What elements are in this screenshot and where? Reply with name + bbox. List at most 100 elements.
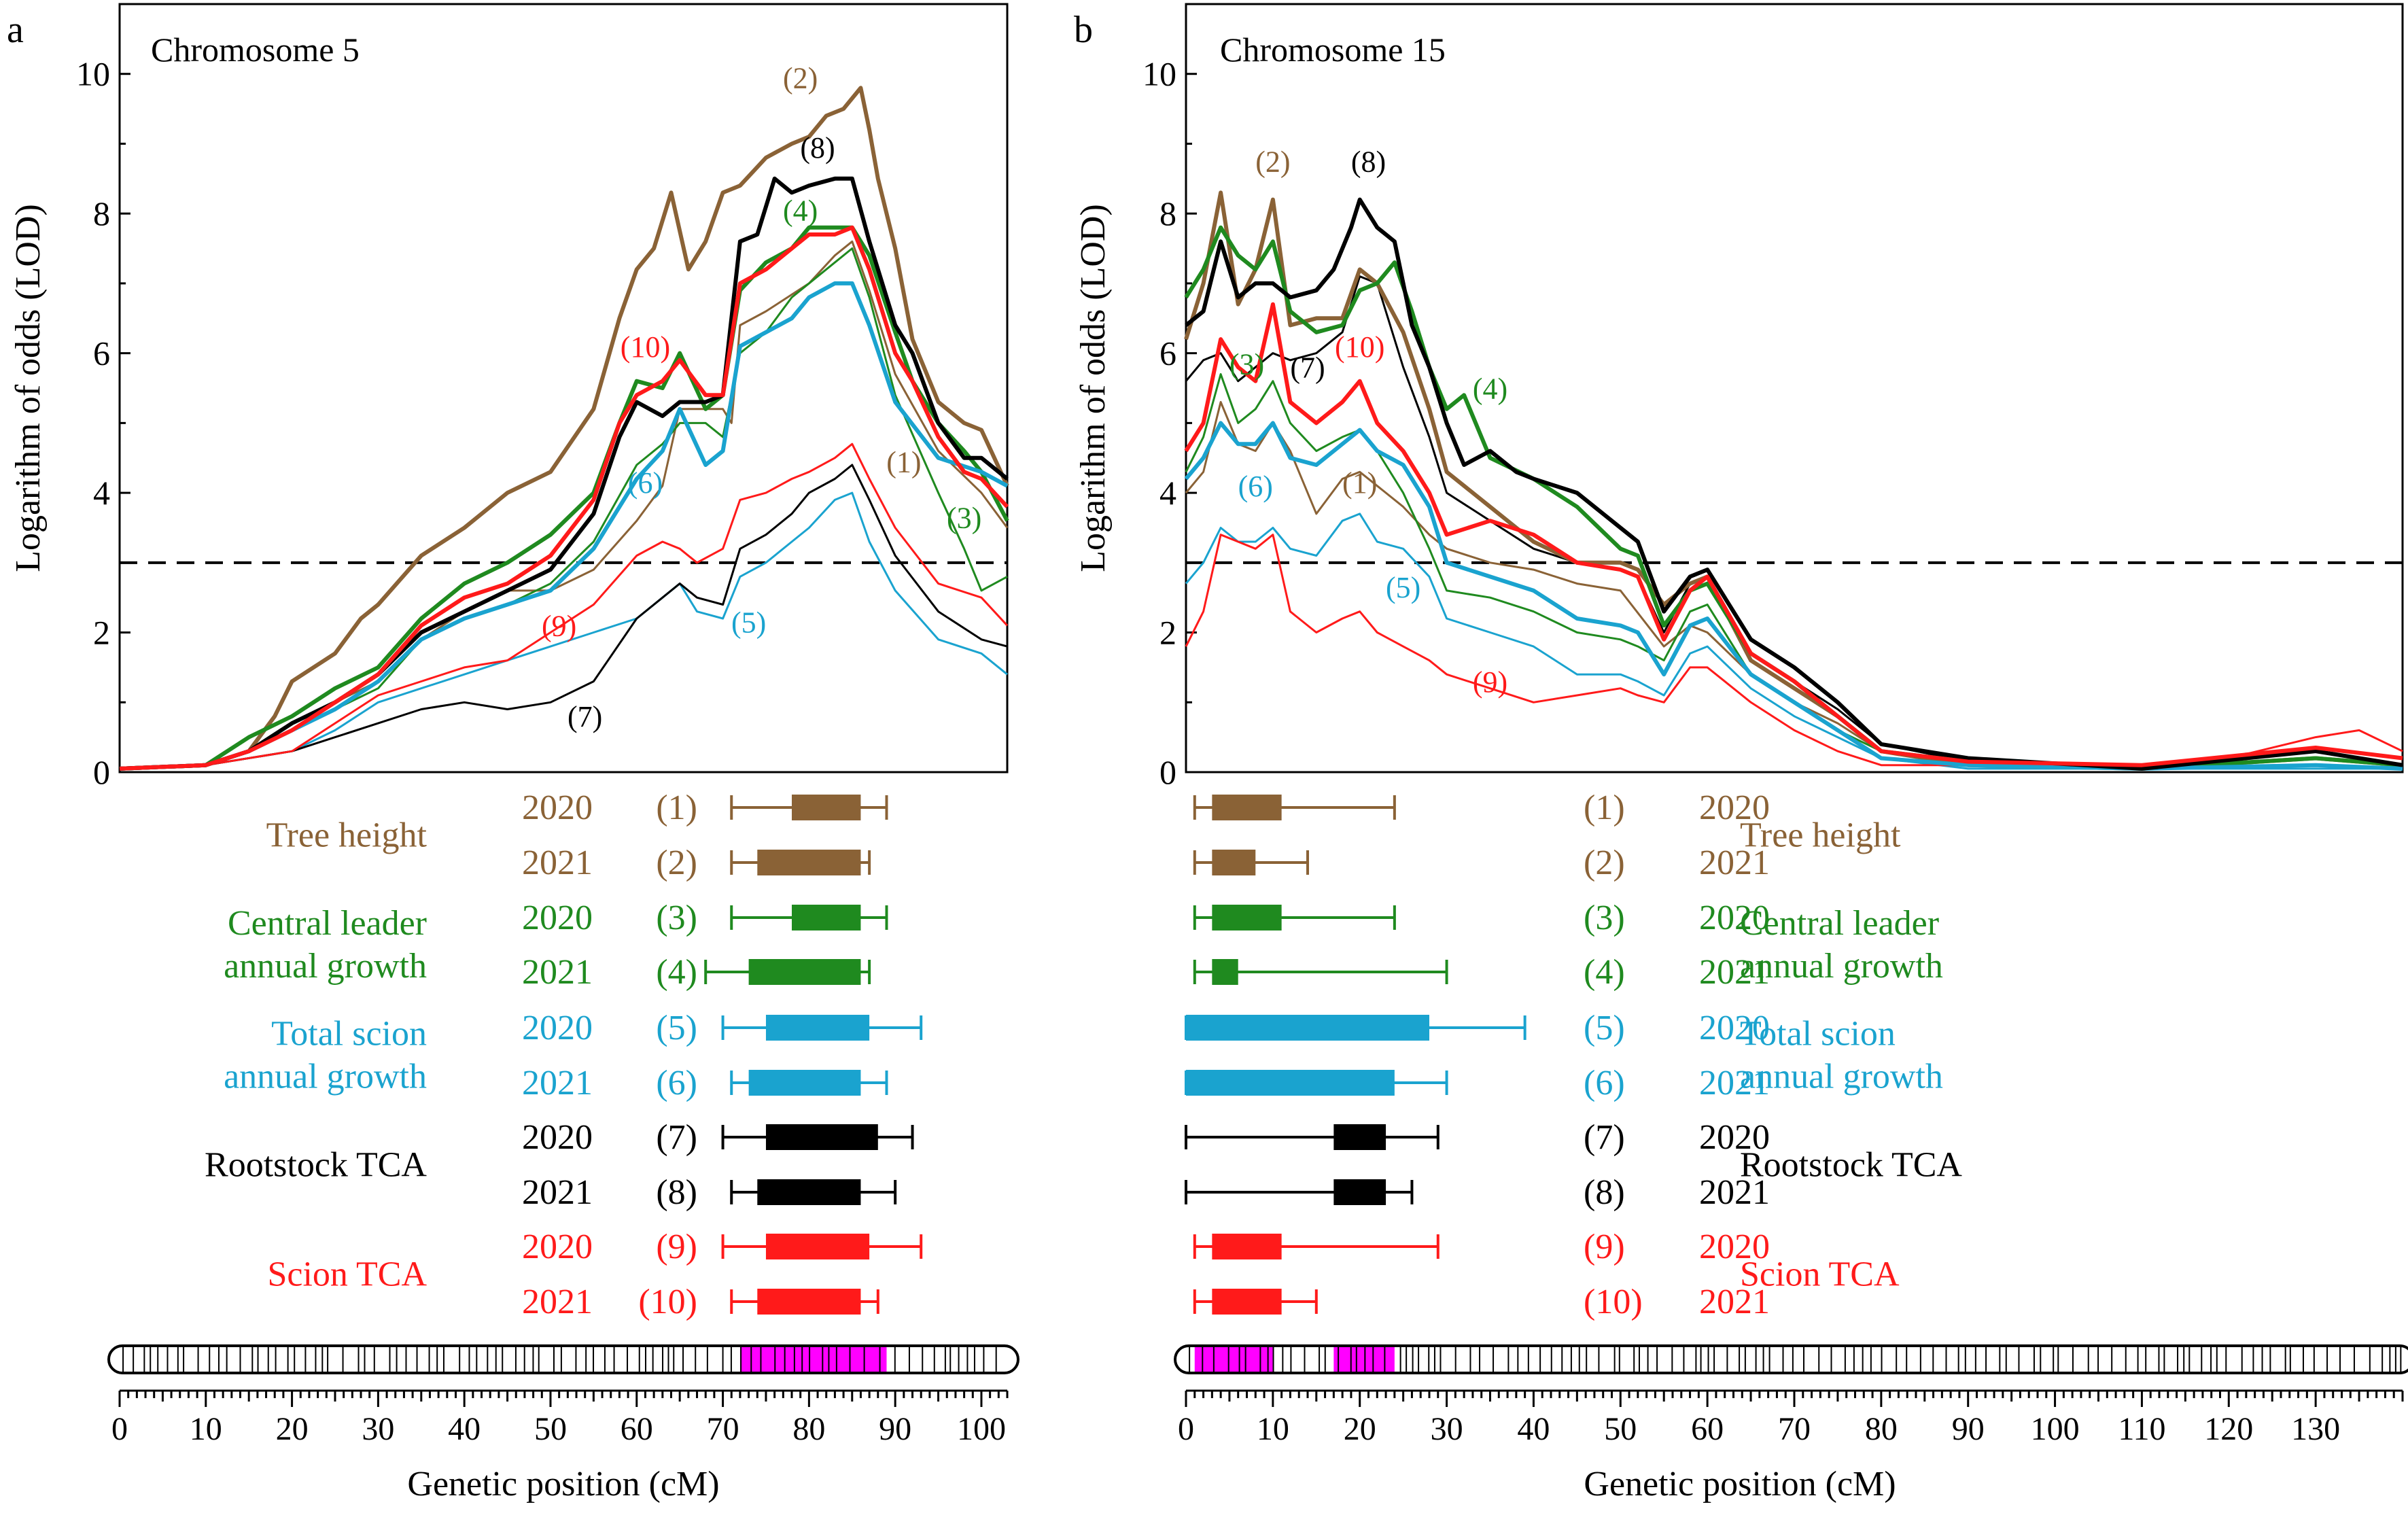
- ci-id-label-a: (1): [656, 788, 697, 827]
- trait-name-b: Rootstock TCA: [1740, 1146, 1962, 1185]
- lod-curve-3: [119, 247, 1008, 770]
- ci-year-label-b: 2020: [1699, 788, 1770, 827]
- ci-id-label-a: (5): [656, 1009, 697, 1047]
- y-tick-label-a: 8: [93, 194, 110, 232]
- curve-label-4: (4): [1473, 372, 1507, 405]
- lod-curve-9: [1185, 534, 2403, 767]
- cm-tick-label-b: 60: [1691, 1411, 1724, 1447]
- chromosome-outline-b: [1174, 1344, 2408, 1374]
- panel-a-x-axis-label: Genetic position (cM): [407, 1465, 719, 1503]
- cm-tick-label-b: 50: [1604, 1411, 1637, 1447]
- ci-year-label-b: 2020: [1699, 1118, 1770, 1157]
- lod-curve-7: [1185, 275, 2403, 770]
- ci-b-bars: 2020(1)2021(2)Tree height2020(3)2021(4)C…: [1185, 788, 1962, 1321]
- plot-b-frame: [1185, 3, 2404, 773]
- lod-curve-2: [119, 86, 1009, 771]
- cm-tick-label-b: 120: [2204, 1411, 2253, 1447]
- ci-peak-box-b: [1212, 1289, 1282, 1315]
- lod-curve-8: [1185, 197, 2403, 771]
- trait-name-b: Tree height: [1740, 816, 1901, 855]
- ci-year-label-a: 2021: [522, 953, 593, 992]
- lod-curve-5: [119, 491, 1008, 770]
- ci-id-label-b: (7): [1584, 1118, 1625, 1157]
- ci-id-label-a: (10): [638, 1283, 697, 1321]
- y-tick-label-b: 8: [1159, 194, 1176, 232]
- curve-label-4: (4): [783, 194, 818, 227]
- ci-year-label-b: 2020: [1699, 899, 1770, 937]
- trait-name-a: Total scion: [271, 1015, 427, 1054]
- panel-b: b Chromosome 15 Logarithm of odds (LOD) …: [1074, 3, 2408, 1503]
- y-tick-label-a: 2: [93, 614, 110, 652]
- panel-b-letter: b: [1074, 9, 1093, 51]
- ci-peak-box-b: [1333, 1179, 1386, 1205]
- trait-name-a: annual growth: [224, 947, 427, 986]
- ci-year-label-a: 2020: [522, 788, 593, 827]
- ci-year-label-b: 2020: [1699, 1009, 1770, 1047]
- cm-tick-label-b: 0: [1178, 1411, 1194, 1447]
- ci-id-label-a: (8): [656, 1173, 697, 1212]
- ci-id-label-b: (1): [1584, 788, 1625, 827]
- ci-peak-box-a: [757, 850, 861, 875]
- panel-b-chromosome-label: Chromosome 15: [1220, 31, 1446, 69]
- cm-tick-label-a: 80: [792, 1411, 825, 1447]
- curve-label-9: (9): [542, 610, 576, 643]
- ci-id-label-b: (2): [1584, 844, 1625, 882]
- ci-id-label-b: (3): [1584, 899, 1625, 937]
- curve-label-2: (2): [783, 61, 818, 94]
- ci-id-label-b: (6): [1584, 1064, 1625, 1102]
- curve-label-8: (8): [1351, 145, 1386, 179]
- ci-id-label-b: (9): [1584, 1228, 1625, 1266]
- ci-peak-box-b: [1212, 905, 1282, 931]
- lod-curve-1: [1185, 401, 2403, 770]
- ci-year-label-b: 2021: [1699, 1283, 1770, 1321]
- ci-id-label-b: (8): [1584, 1173, 1625, 1212]
- ci-peak-box-a: [757, 1289, 861, 1315]
- ci-year-label-a: 2020: [522, 1009, 593, 1047]
- ci-peak-box-a: [765, 1234, 870, 1259]
- cm-tick-label-b: 100: [2031, 1411, 2080, 1447]
- trait-name-a: Scion TCA: [267, 1255, 427, 1294]
- y-tick-label-b: 4: [1159, 474, 1176, 512]
- cm-tick-label-b: 40: [1517, 1411, 1550, 1447]
- trait-name-b: Central leader: [1740, 904, 1939, 943]
- curve-label-7: (7): [1290, 351, 1325, 385]
- curve-label-7: (7): [568, 700, 602, 733]
- curve-label-6: (6): [628, 466, 663, 500]
- cm-tick-label-a: 0: [111, 1411, 128, 1447]
- lod-curve-9: [119, 442, 1009, 770]
- ci-id-label-a: (7): [656, 1118, 697, 1157]
- ci-year-label-a: 2021: [522, 844, 593, 882]
- y-tick-label-b: 10: [1142, 55, 1176, 93]
- ci-id-label-a: (2): [656, 844, 697, 882]
- cm-tick-label-a: 70: [707, 1411, 739, 1447]
- panel-a: a Chromosome 5 Logarithm of odds (LOD) 0…: [7, 3, 1019, 1503]
- cm-tick-label-b: 90: [1952, 1411, 1985, 1447]
- panel-a-y-axis-label: Logarithm of odds (LOD): [9, 204, 48, 572]
- ci-peak-box-b: [1212, 1234, 1282, 1259]
- curve-label-8: (8): [800, 131, 835, 164]
- ci-peak-box-b: [1212, 850, 1256, 875]
- ci-year-label-b: 2020: [1699, 1228, 1770, 1266]
- cm-tick-label-b: 130: [2291, 1411, 2340, 1447]
- lod-curve-10: [1184, 302, 2403, 767]
- ci-peak-box-b: [1186, 1015, 1429, 1041]
- curve-label-3: (3): [1229, 347, 1264, 381]
- ci-peak-box-b: [1186, 1070, 1395, 1096]
- ci-id-label-a: (6): [656, 1064, 697, 1102]
- trait-name-a: annual growth: [224, 1058, 427, 1096]
- chromosome-outline-a: [107, 1344, 1019, 1374]
- ci-id-label-b: (10): [1584, 1283, 1643, 1321]
- lod-curve-6: [1184, 421, 2403, 771]
- curve-label-10: (10): [621, 330, 670, 364]
- ci-id-label-a: (3): [656, 899, 697, 937]
- trait-name-b: Scion TCA: [1740, 1255, 1900, 1294]
- curve-label-1: (1): [1342, 466, 1377, 500]
- cm-tick-label-a: 60: [621, 1411, 653, 1447]
- trait-name-b: annual growth: [1740, 947, 1943, 986]
- marker-highlight-b: [1194, 1346, 1273, 1373]
- ci-peak-box-a: [792, 905, 861, 931]
- lod-curve-1: [119, 240, 1009, 770]
- ci-id-label-a: (9): [656, 1228, 697, 1266]
- trait-name-b: annual growth: [1740, 1058, 1943, 1096]
